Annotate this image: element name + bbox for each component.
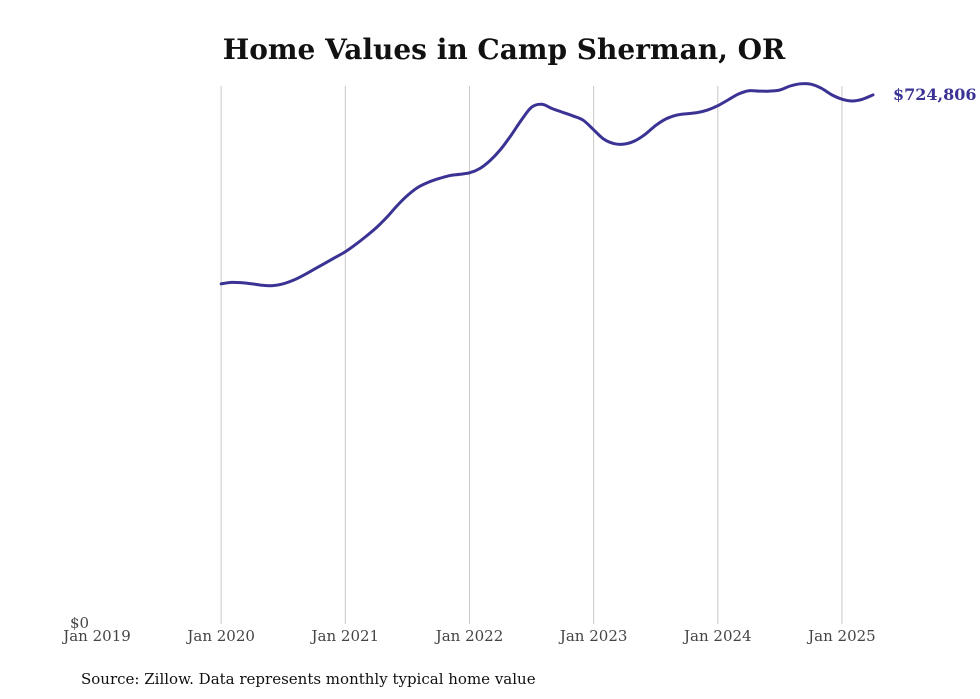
source-note: Source: Zillow. Data represents monthly … bbox=[81, 670, 536, 688]
x-tick-label: Jan 2019 bbox=[61, 627, 131, 645]
series-layer bbox=[219, 82, 875, 288]
y-axis-zero-label: $0 bbox=[70, 614, 89, 632]
x-tick-label: Jan 2025 bbox=[806, 627, 876, 645]
x-tick-label: Jan 2023 bbox=[558, 627, 628, 645]
grid-layer bbox=[220, 86, 843, 624]
end-value-label: $724,806 bbox=[893, 85, 977, 104]
x-tick-label: Jan 2022 bbox=[434, 627, 504, 645]
chart-title: Home Values in Camp Sherman, OR bbox=[223, 33, 786, 66]
x-tick-label: Jan 2021 bbox=[310, 627, 380, 645]
x-tick-label: Jan 2024 bbox=[682, 627, 752, 645]
x-tick-label: Jan 2020 bbox=[185, 627, 255, 645]
series-line-0 bbox=[219, 82, 875, 288]
tick-layer: Jan 2019 Jan 2020 Jan 2021 Jan 2022 Jan 2023… bbox=[61, 627, 876, 645]
